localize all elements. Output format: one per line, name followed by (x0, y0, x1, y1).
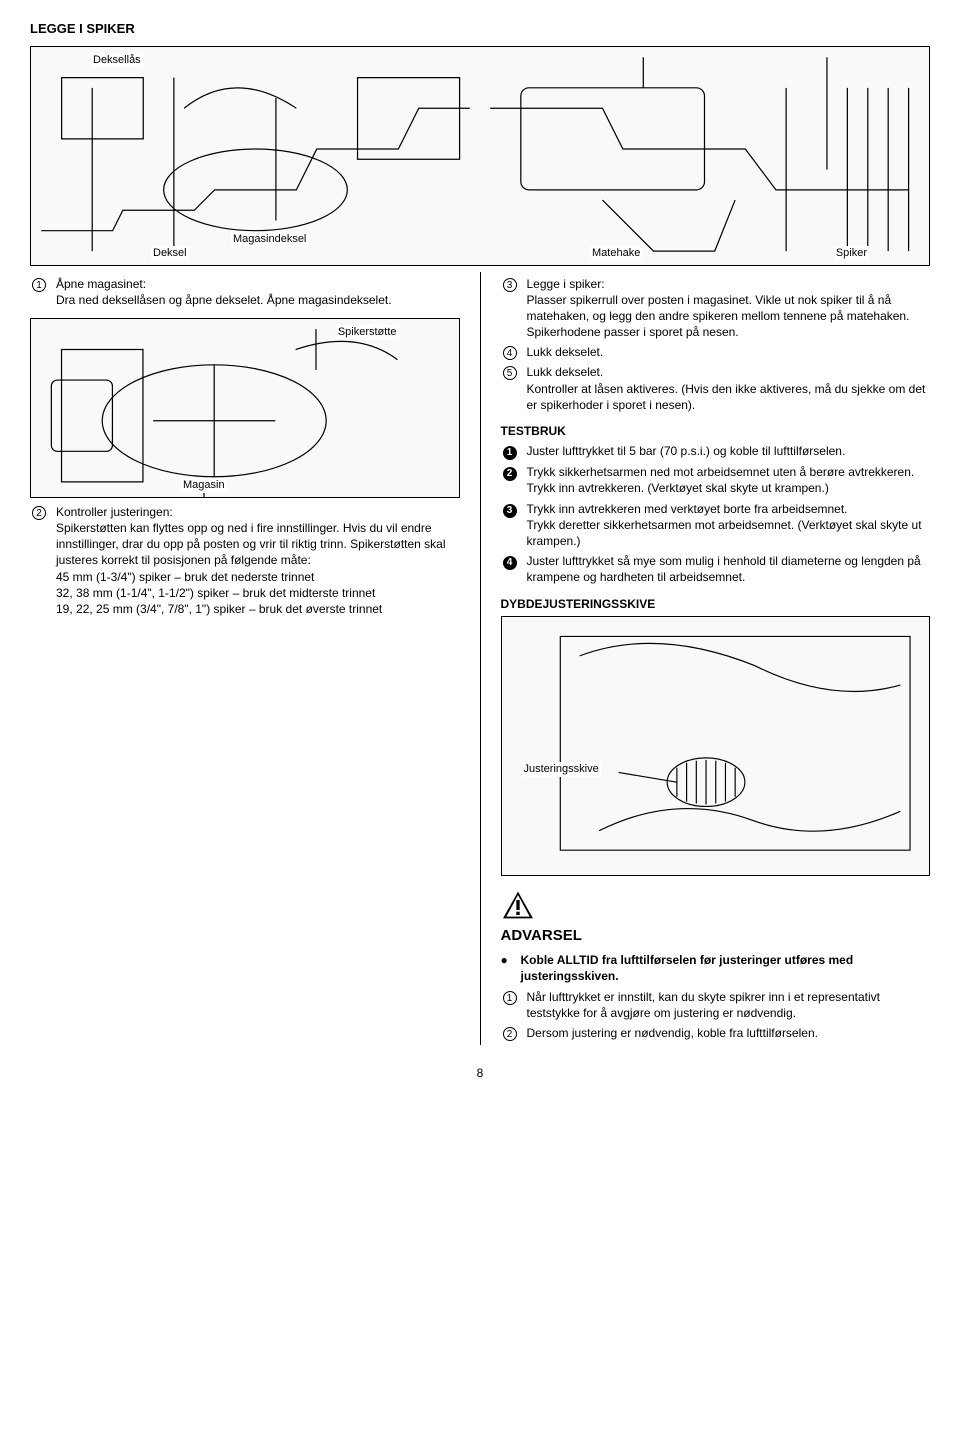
label-matehake: Matehake (590, 246, 642, 261)
bullet-icon: ● (501, 952, 513, 984)
testbruk-heading: TESTBRUK (501, 423, 931, 439)
warning-icon (501, 890, 535, 920)
test-num-1: 1 (503, 446, 517, 460)
advarsel-title: ADVARSEL (501, 926, 931, 946)
step-num-3: 3 (503, 278, 517, 292)
page-title: LEGGE I SPIKER (30, 20, 930, 38)
figure-feed-pawl: Matehake Spiker (480, 46, 930, 266)
test-num-2: 2 (503, 467, 517, 481)
step-5: 5 Lukk dekselet. Kontroller at låsen akt… (501, 364, 931, 413)
test-1-text: Juster lufttrykket til 5 bar (70 p.s.i.)… (527, 443, 931, 460)
step-4: 4 Lukk dekselet. (501, 344, 931, 360)
advarsel-1: 1 Når lufttrykket er innstilt, kan du sk… (501, 989, 931, 1021)
step-4-text: Lukk dekselet. (527, 344, 931, 360)
advarsel-bullet: ● Koble ALLTID fra lufttilførselen før j… (501, 952, 931, 984)
page-number: 8 (30, 1065, 930, 1081)
step-num-1: 1 (32, 278, 46, 292)
step-num-5: 5 (503, 366, 517, 380)
test-3: 3 Trykk inn avtrekkeren med verktøyet bo… (501, 501, 931, 550)
dybde-heading: DYBDEJUSTERINGSSKIVE (501, 596, 931, 612)
test-4-text: Juster lufttrykket så mye som mulig i he… (527, 553, 931, 585)
step-2: 2 Kontroller justeringen: Spikerstøtten … (30, 504, 460, 617)
advarsel-2-text: Dersom justering er nødvendig, koble fra… (527, 1025, 931, 1041)
advarsel-2: 2 Dersom justering er nødvendig, koble f… (501, 1025, 931, 1041)
test-num-3: 3 (503, 504, 517, 518)
label-magasindeksel: Magasindeksel (231, 232, 308, 247)
step-num-4: 4 (503, 346, 517, 360)
step-num-2: 2 (32, 506, 46, 520)
advarsel-num-2: 2 (503, 1027, 517, 1041)
step-3: 3 Legge i spiker: Plasser spikerrull ove… (501, 276, 931, 341)
label-deksellas: Deksellås (91, 53, 143, 68)
label-justeringsskive: Justeringsskive (522, 762, 601, 777)
figure-magazine-open: Deksellås Magasindeksel Deksel (30, 46, 480, 266)
label-magasin: Magasin (181, 478, 227, 493)
label-deksel: Deksel (151, 246, 189, 261)
test-num-4: 4 (503, 556, 517, 570)
advarsel-num-1: 1 (503, 991, 517, 1005)
step-3-text: Legge i spiker: Plasser spikerrull over … (527, 276, 931, 341)
step-1: 1 Åpne magasinet: Dra ned deksellåsen og… (30, 276, 460, 308)
test-2-text: Trykk sikkerhetsarmen ned mot arbeidsemn… (527, 464, 931, 496)
step-2-text: Kontroller justeringen: Spikerstøtten ka… (56, 504, 460, 617)
advarsel-1-text: Når lufttrykket er innstilt, kan du skyt… (527, 989, 931, 1021)
test-2: 2 Trykk sikkerhetsarmen ned mot arbeidse… (501, 464, 931, 496)
label-spiker: Spiker (834, 246, 869, 261)
step-1-text: Åpne magasinet: Dra ned deksellåsen og å… (56, 276, 460, 308)
label-spikerstotte: Spikerstøtte (336, 325, 399, 340)
test-4: 4 Juster lufttrykket så mye som mulig i … (501, 553, 931, 585)
step-5-text: Lukk dekselet. Kontroller at låsen aktiv… (527, 364, 931, 413)
test-1: 1 Juster lufttrykket til 5 bar (70 p.s.i… (501, 443, 931, 460)
test-3-text: Trykk inn avtrekkeren med verktøyet bort… (527, 501, 931, 550)
figure-nail-support: Spikerstøtte Magasin (30, 318, 460, 498)
figure-depth-dial: Justeringsskive (501, 616, 931, 876)
advarsel-bullet-text: Koble ALLTID fra lufttilførselen før jus… (521, 952, 931, 984)
